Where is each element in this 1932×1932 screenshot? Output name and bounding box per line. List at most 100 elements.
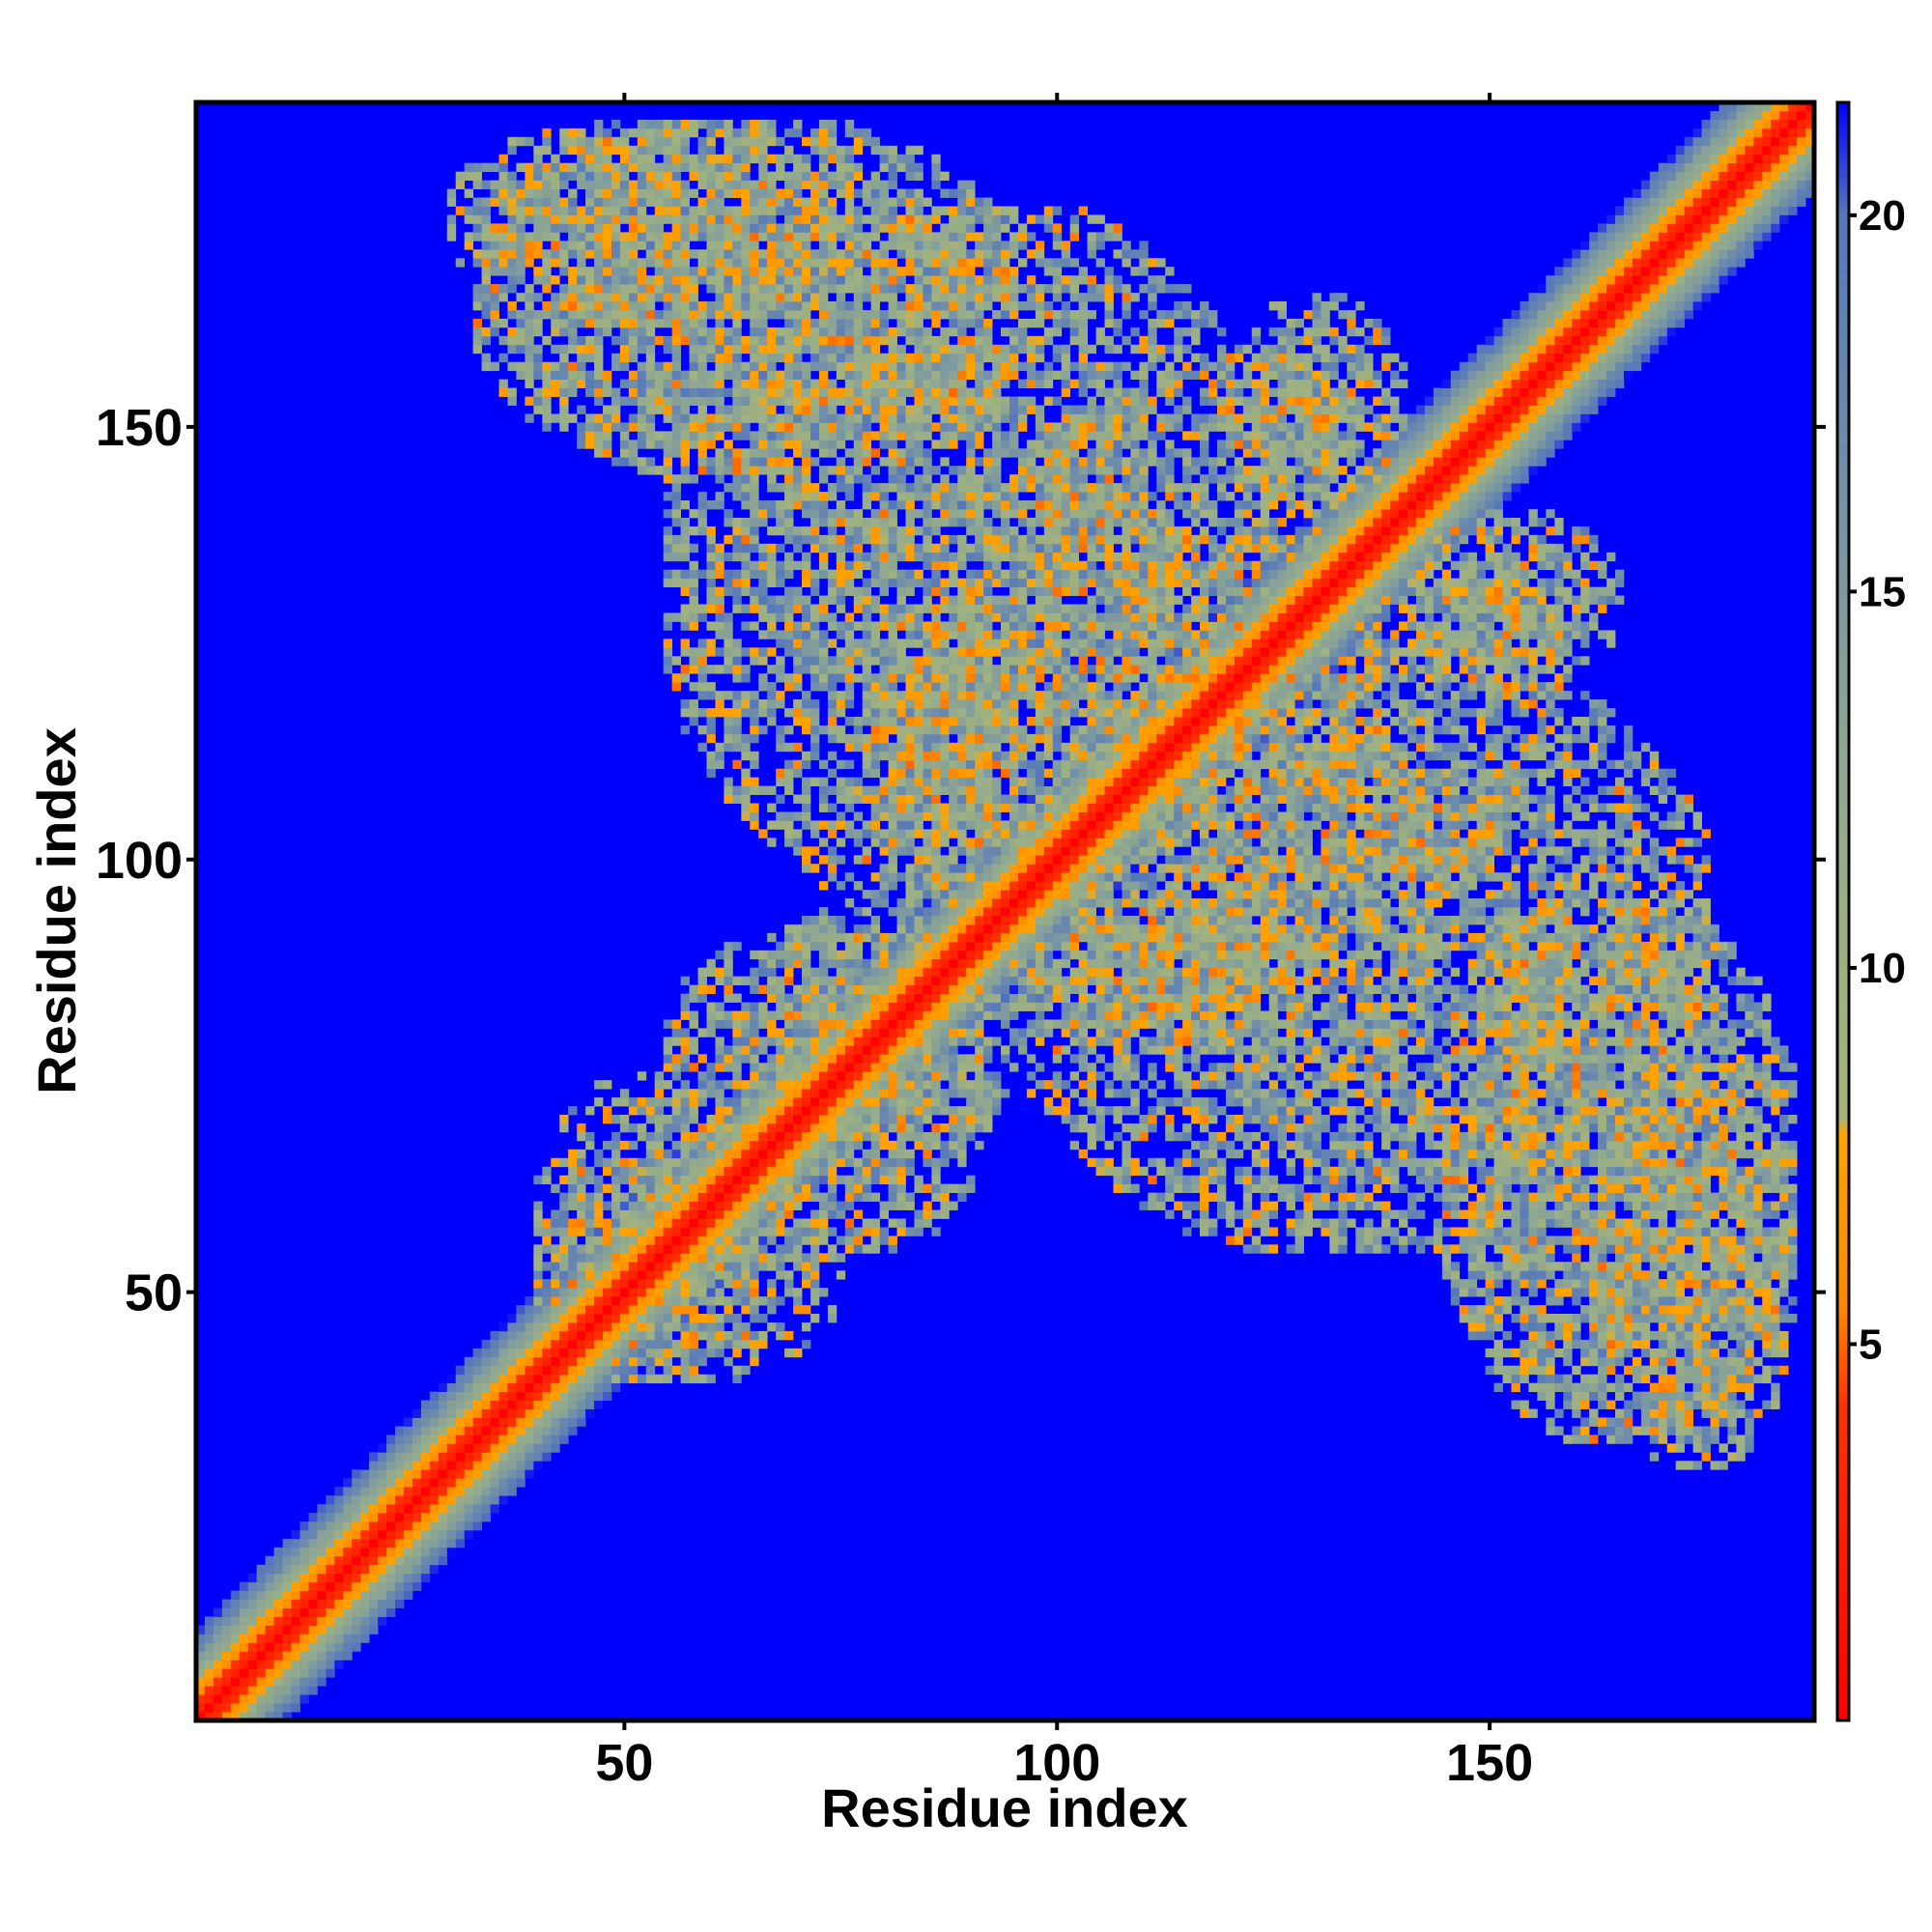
heatmap-cell <box>715 1166 724 1177</box>
heatmap-cell <box>516 1408 526 1418</box>
heatmap-cell <box>291 1607 300 1617</box>
heatmap-cell <box>697 440 707 449</box>
heatmap-cell <box>767 284 777 294</box>
heatmap-cell <box>758 682 768 692</box>
heatmap-cell <box>802 241 811 250</box>
heatmap-cell <box>352 1616 361 1626</box>
heatmap-cell <box>784 1140 794 1151</box>
heatmap-cell <box>697 353 707 363</box>
heatmap-cell <box>879 431 889 440</box>
heatmap-cell <box>481 180 491 189</box>
heatmap-cell <box>827 145 838 156</box>
heatmap-cell <box>611 1305 621 1315</box>
heatmap-cell <box>568 188 578 198</box>
heatmap-cell <box>802 604 811 613</box>
heatmap-cell <box>498 188 508 198</box>
heatmap-cell <box>697 1262 707 1271</box>
heatmap-cell <box>802 699 811 709</box>
heatmap-cell <box>637 1218 647 1228</box>
heatmap-cell <box>896 923 906 934</box>
heatmap-cell <box>914 708 923 718</box>
heatmap-cell <box>879 318 889 328</box>
heatmap-cell <box>776 188 785 198</box>
heatmap-cell <box>802 691 811 700</box>
heatmap-cell <box>836 759 846 770</box>
heatmap-cell <box>836 855 846 865</box>
heatmap-cell <box>637 258 647 268</box>
heatmap-cell <box>724 1262 733 1271</box>
heatmap-cell <box>221 1677 232 1687</box>
heatmap-cell <box>230 1677 241 1687</box>
heatmap-cell <box>776 440 785 449</box>
heatmap-cell <box>767 1218 777 1228</box>
heatmap-cell <box>420 1478 431 1488</box>
heatmap-cell <box>767 197 777 207</box>
heatmap-cell <box>888 335 897 346</box>
heatmap-cell <box>680 1270 690 1280</box>
heatmap-cell <box>750 483 759 493</box>
heatmap-cell <box>844 1227 855 1236</box>
heatmap-cell <box>758 171 768 182</box>
heatmap-cell <box>689 682 698 692</box>
heatmap-cell <box>689 1321 698 1332</box>
heatmap-cell <box>888 932 897 943</box>
heatmap-cell <box>888 206 897 215</box>
heatmap-cell <box>671 284 682 294</box>
heatmap-cell <box>472 1504 482 1514</box>
heatmap-cell <box>750 474 759 484</box>
heatmap-cell <box>680 301 690 311</box>
heatmap-cell <box>352 1469 361 1479</box>
heatmap-cell <box>896 1080 906 1090</box>
heatmap-cell <box>784 1270 794 1280</box>
heatmap-cell <box>879 327 889 337</box>
heatmap-cell <box>221 1599 232 1608</box>
heatmap-cell <box>282 1564 292 1575</box>
heatmap-cell <box>516 1321 526 1332</box>
heatmap-cell <box>386 1487 396 1496</box>
heatmap-cell <box>827 1183 838 1194</box>
heatmap-cell <box>299 1529 309 1540</box>
heatmap-cell <box>793 293 803 302</box>
heatmap-cell <box>706 1218 716 1228</box>
heatmap-cell <box>879 1080 889 1090</box>
heatmap-cell <box>386 1555 396 1566</box>
heatmap-cell <box>810 673 820 683</box>
heatmap-cell <box>896 188 906 198</box>
heatmap-cell <box>490 1443 499 1453</box>
heatmap-cell <box>360 1625 370 1634</box>
heatmap-cell <box>905 958 915 969</box>
heatmap-cell <box>438 1504 448 1514</box>
heatmap-cell <box>827 803 838 812</box>
heatmap-cell <box>879 396 889 406</box>
heatmap-cell <box>654 1097 665 1107</box>
heatmap-cell <box>784 517 794 527</box>
heatmap-cell <box>464 1356 474 1367</box>
heatmap-cell <box>870 1175 881 1185</box>
heatmap-cell <box>611 335 621 346</box>
heatmap-cell <box>810 1253 820 1263</box>
heatmap-cell <box>844 621 855 631</box>
heatmap-cell <box>732 1122 742 1133</box>
heatmap-cell <box>697 724 707 735</box>
heatmap-cell <box>637 1227 647 1236</box>
heatmap-cell <box>888 569 897 580</box>
heatmap-cell <box>836 1122 846 1133</box>
heatmap-cell <box>559 1244 569 1254</box>
heatmap-cell <box>827 1002 838 1011</box>
heatmap-cell <box>334 1513 344 1522</box>
heatmap-cell <box>888 275 897 285</box>
heatmap-cell <box>481 206 491 215</box>
heatmap-cell <box>343 1555 353 1566</box>
heatmap-cell <box>585 301 595 311</box>
heatmap-cell <box>724 145 733 156</box>
heatmap-cell <box>784 1106 794 1116</box>
heatmap-cell <box>689 1063 698 1072</box>
heatmap-cell <box>793 526 803 536</box>
heatmap-cell <box>784 188 794 198</box>
heatmap-cell <box>818 301 829 311</box>
heatmap-cell <box>637 1175 647 1185</box>
heatmap-cell <box>403 1478 413 1488</box>
heatmap-cell <box>619 1089 630 1098</box>
heatmap-cell <box>784 267 794 276</box>
heatmap-cell <box>836 552 846 562</box>
